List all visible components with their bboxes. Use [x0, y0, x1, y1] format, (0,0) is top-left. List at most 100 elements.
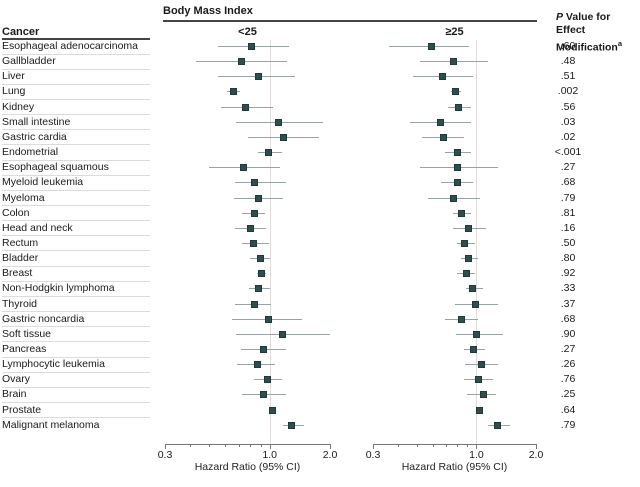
row-separator — [2, 114, 150, 116]
hr-marker — [257, 255, 265, 263]
p-value: .79 — [560, 191, 576, 204]
p-value: <.001 — [554, 146, 582, 159]
row-separator — [2, 356, 150, 358]
axis-tick-label: 2.0 — [528, 449, 544, 461]
row-separator — [2, 265, 150, 267]
reference-line — [476, 40, 478, 444]
p-value: .51 — [560, 70, 576, 83]
hr-marker — [477, 361, 485, 369]
hr-marker — [439, 133, 447, 141]
hr-marker — [255, 285, 263, 293]
cancer-column-rule — [2, 38, 150, 40]
p-value: .25 — [560, 388, 576, 401]
axis-minor-tick — [260, 444, 262, 447]
hr-marker — [254, 361, 262, 369]
hr-marker — [450, 58, 458, 66]
hr-marker — [450, 194, 458, 202]
axis-minor-tick — [445, 444, 447, 447]
hr-marker — [476, 406, 484, 414]
row-separator — [2, 341, 150, 343]
p-value: .03 — [560, 115, 576, 128]
hr-marker — [230, 88, 238, 96]
p-value: .27 — [560, 343, 576, 355]
x-axis-line — [373, 444, 536, 445]
p-value: .16 — [560, 221, 576, 234]
cancer-label: Malignant melanoma — [2, 418, 100, 431]
p-value: .27 — [560, 161, 576, 174]
group-label-over25: ≥25 — [445, 26, 464, 38]
row-separator — [2, 174, 150, 176]
axis-minor-tick — [397, 444, 399, 447]
axis-tick-label: 0.3 — [365, 449, 381, 461]
row-separator — [2, 417, 150, 419]
axis-minor-tick — [416, 444, 418, 447]
axis-tick-label: 2.0 — [322, 449, 338, 461]
p-value: .64 — [560, 403, 576, 416]
cancer-label: Myeloid leukemia — [2, 176, 84, 189]
hr-marker — [237, 58, 245, 66]
p-value: .81 — [560, 206, 576, 219]
hr-marker — [470, 346, 478, 353]
p-value: .56 — [560, 100, 576, 113]
row-separator — [2, 205, 150, 206]
cancer-label: Gastric noncardia — [2, 312, 85, 325]
hr-marker — [259, 346, 267, 353]
cancer-label: Kidney — [2, 100, 35, 113]
p-header-rest: Value for Effect — [556, 11, 611, 36]
hr-marker — [464, 255, 472, 263]
hr-marker — [288, 421, 296, 429]
row-separator — [2, 386, 150, 388]
axis-tick-label: 1.0 — [469, 449, 484, 461]
axis-minor-tick — [209, 444, 211, 447]
cancer-label: Esophageal adenocarcinoma — [2, 40, 139, 52]
cancer-label: Gastric cardia — [2, 130, 67, 143]
p-value: .48 — [560, 55, 576, 68]
hr-marker — [460, 239, 468, 247]
axis-major-tick — [536, 444, 537, 449]
hr-marker — [457, 209, 465, 217]
hr-marker — [453, 179, 461, 187]
p-value: .60 — [560, 40, 576, 52]
cancer-label: Bladder — [2, 252, 39, 265]
axis-major-tick — [165, 444, 166, 449]
bmi-spanner-title: Body Mass Index — [163, 5, 253, 17]
axis-minor-tick — [225, 444, 227, 447]
hr-marker — [265, 149, 273, 157]
hr-marker — [453, 149, 461, 157]
hr-marker — [453, 164, 461, 172]
axis-title-left: Hazard Ratio (95% CI) — [194, 461, 301, 473]
ci-line — [234, 182, 286, 184]
hr-marker — [255, 73, 263, 81]
row-separator — [2, 129, 150, 131]
row-separator — [2, 280, 150, 282]
hr-marker — [258, 270, 265, 278]
x-axis-line — [165, 444, 330, 445]
row-separator — [2, 250, 150, 252]
cancer-label: Colon — [2, 206, 30, 219]
row-separator — [2, 295, 150, 297]
hr-marker — [259, 391, 267, 399]
p-value: .33 — [560, 282, 576, 295]
cancer-label: Liver — [2, 70, 25, 83]
hr-marker — [472, 330, 480, 338]
reference-line — [269, 40, 271, 444]
cancer-label: Gallbladder — [2, 55, 56, 68]
hr-marker — [451, 88, 459, 96]
row-separator — [2, 371, 150, 373]
axis-minor-tick — [432, 444, 434, 447]
axis-minor-tick — [190, 444, 192, 447]
p-value: .79 — [560, 418, 576, 431]
axis-minor-tick — [238, 444, 240, 447]
p-value: .37 — [560, 297, 576, 310]
hr-marker — [464, 224, 472, 232]
row-separator — [2, 189, 150, 191]
cancer-label: Ovary — [2, 373, 31, 386]
p-value: .68 — [560, 176, 576, 189]
cancer-label: Pancreas — [2, 343, 47, 355]
p-header-line2: Modificationa — [556, 37, 640, 55]
bmi-spanner-rule — [163, 20, 537, 22]
hr-marker — [474, 376, 482, 384]
p-value: .68 — [560, 312, 576, 325]
cancer-label: Rectum — [2, 236, 39, 249]
cancer-label: Endometrial — [2, 146, 59, 159]
